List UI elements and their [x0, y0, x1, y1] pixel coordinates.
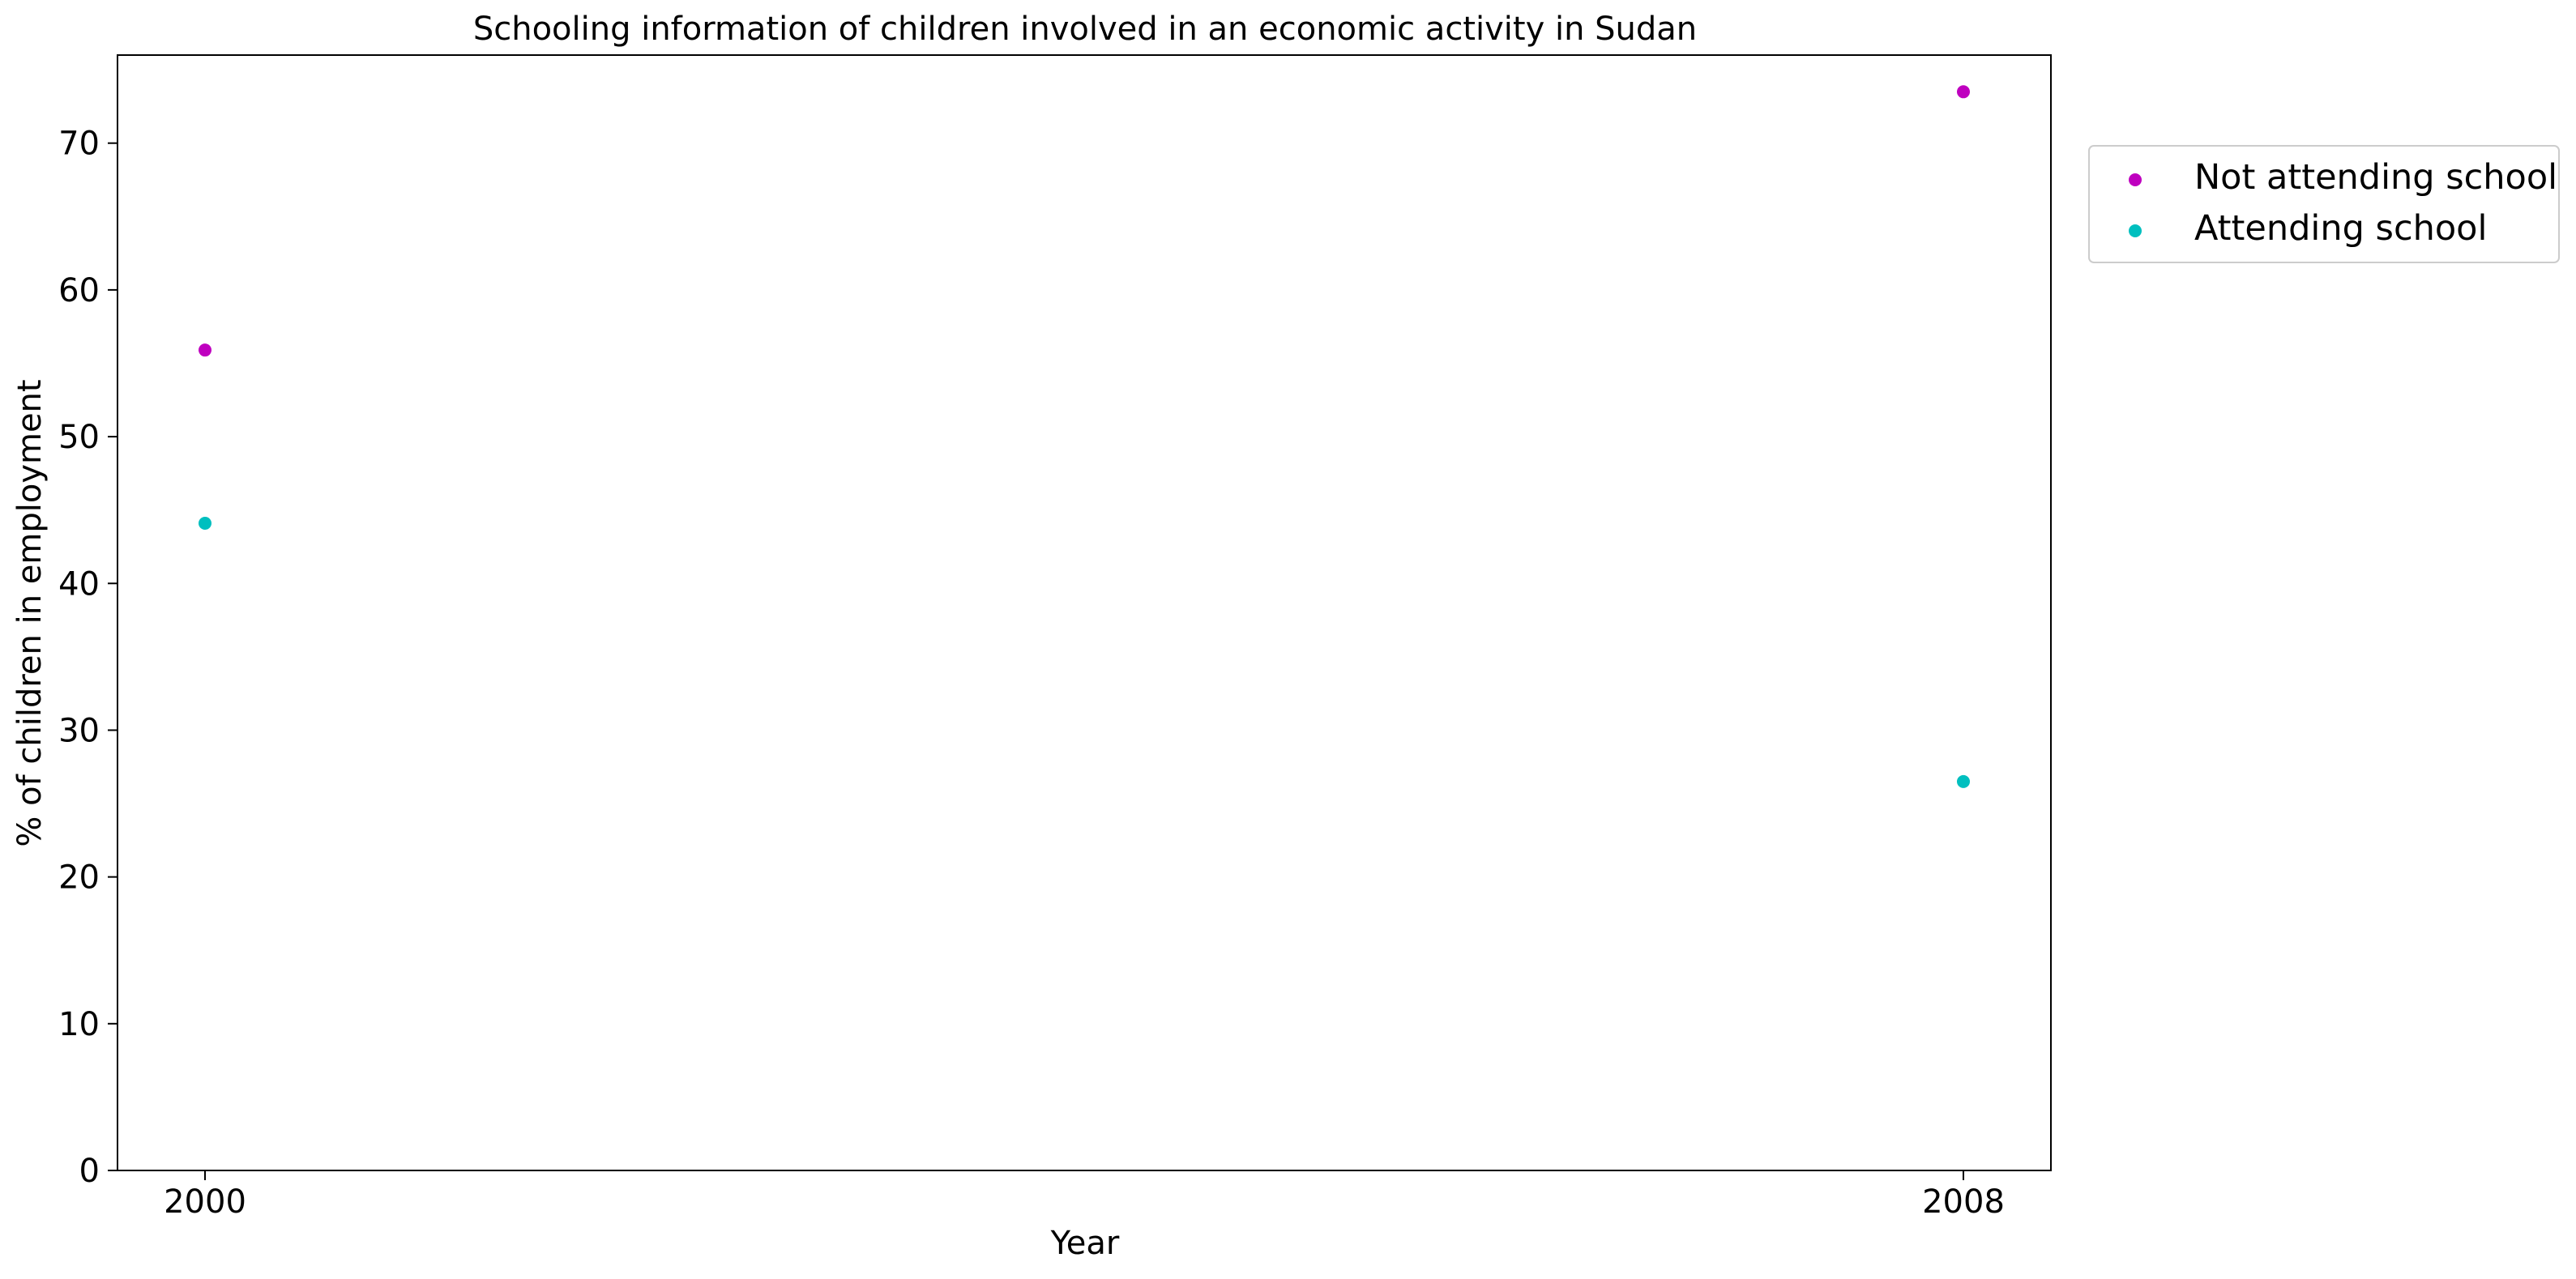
y-axis-label: % of children in employment [11, 379, 49, 846]
data-point-attending-2000 [199, 516, 211, 530]
x-axis-label: Year [1050, 1225, 1120, 1262]
y-tick-label: 60 [58, 272, 100, 309]
x-tick-label: 2000 [164, 1183, 246, 1221]
data-point-attending-2008 [1957, 774, 1970, 788]
chart-title: Schooling information of children involv… [473, 11, 1697, 48]
x-tick-label: 2008 [1922, 1183, 2005, 1221]
legend-label-not-attending: Not attending school [2194, 157, 2557, 198]
y-tick-label: 70 [58, 126, 100, 163]
legend-marker-attending [2129, 224, 2142, 237]
legend-label-attending: Attending school [2194, 208, 2487, 249]
plot-area-frame [117, 54, 2052, 1171]
legend-marker-not-attending [2129, 173, 2142, 186]
y-tick-label: 50 [58, 419, 100, 456]
y-tick-label: 40 [58, 565, 100, 603]
y-tick-label: 20 [58, 859, 100, 897]
legend-box [2088, 145, 2560, 263]
legend: Not attending school Attending school [2088, 145, 2560, 263]
data-point-not-attending-2008 [1957, 85, 1970, 99]
y-tick-label: 30 [58, 712, 100, 749]
y-tick-label: 0 [79, 1153, 100, 1190]
y-tick-label: 10 [58, 1006, 100, 1043]
data-points [199, 85, 1970, 788]
x-axis-ticks: 2000 2008 [164, 1170, 2005, 1221]
data-point-not-attending-2000 [199, 343, 211, 357]
y-axis-ticks: 0 10 20 30 40 50 60 70 [58, 126, 117, 1190]
